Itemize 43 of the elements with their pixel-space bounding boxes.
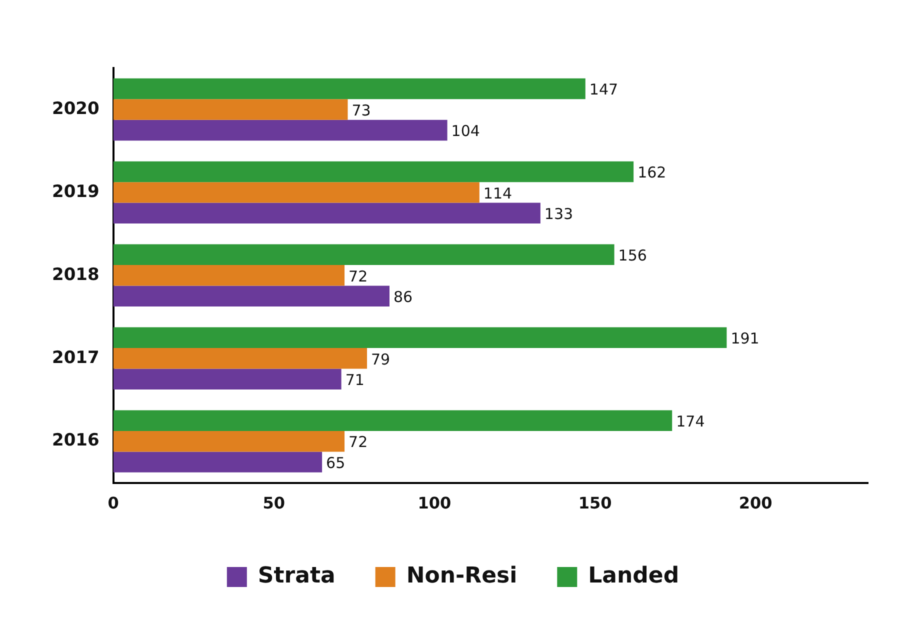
data-label: 147 xyxy=(589,80,618,99)
data-label: 72 xyxy=(348,433,368,452)
data-label: 86 xyxy=(393,288,413,306)
y-tick-label: 2019 xyxy=(52,182,100,202)
data-label: 114 xyxy=(483,184,512,202)
data-label: 162 xyxy=(638,164,666,182)
x-tick-label: 100 xyxy=(418,494,452,513)
bar xyxy=(113,202,540,224)
bar xyxy=(113,120,448,141)
bar xyxy=(113,327,727,348)
bar xyxy=(113,348,368,369)
bar xyxy=(113,410,672,431)
data-label: 104 xyxy=(451,122,480,140)
legend-label: Landed xyxy=(588,564,680,589)
data-label: 133 xyxy=(544,205,574,224)
data-label: 72 xyxy=(348,267,368,286)
legend-label: Strata xyxy=(258,564,336,589)
data-label: 73 xyxy=(352,101,371,120)
x-tick-label: 50 xyxy=(262,494,286,513)
data-label: 191 xyxy=(730,330,760,348)
bar xyxy=(113,265,345,286)
y-tick-label: 2016 xyxy=(52,430,100,451)
legend-label: Non-Resi xyxy=(406,564,518,589)
bar xyxy=(113,78,586,100)
data-label: 156 xyxy=(618,246,647,265)
bar xyxy=(113,452,322,472)
bar xyxy=(113,286,390,307)
data-label: 71 xyxy=(345,370,364,389)
x-tick-label: 200 xyxy=(738,494,772,513)
y-tick-label: 2017 xyxy=(52,348,100,368)
bar xyxy=(113,99,348,120)
data-label: 79 xyxy=(371,350,390,368)
bar xyxy=(113,161,634,182)
data-label: 65 xyxy=(326,454,346,472)
y-tick-label: 2020 xyxy=(52,98,100,119)
x-tick-label: 0 xyxy=(108,494,119,513)
x-tick-label: 150 xyxy=(578,494,612,513)
bar xyxy=(113,244,614,266)
bar xyxy=(113,182,480,203)
data-label: 174 xyxy=(676,412,705,430)
bar xyxy=(113,430,345,452)
y-tick-label: 2018 xyxy=(52,264,100,285)
bar xyxy=(113,368,342,390)
